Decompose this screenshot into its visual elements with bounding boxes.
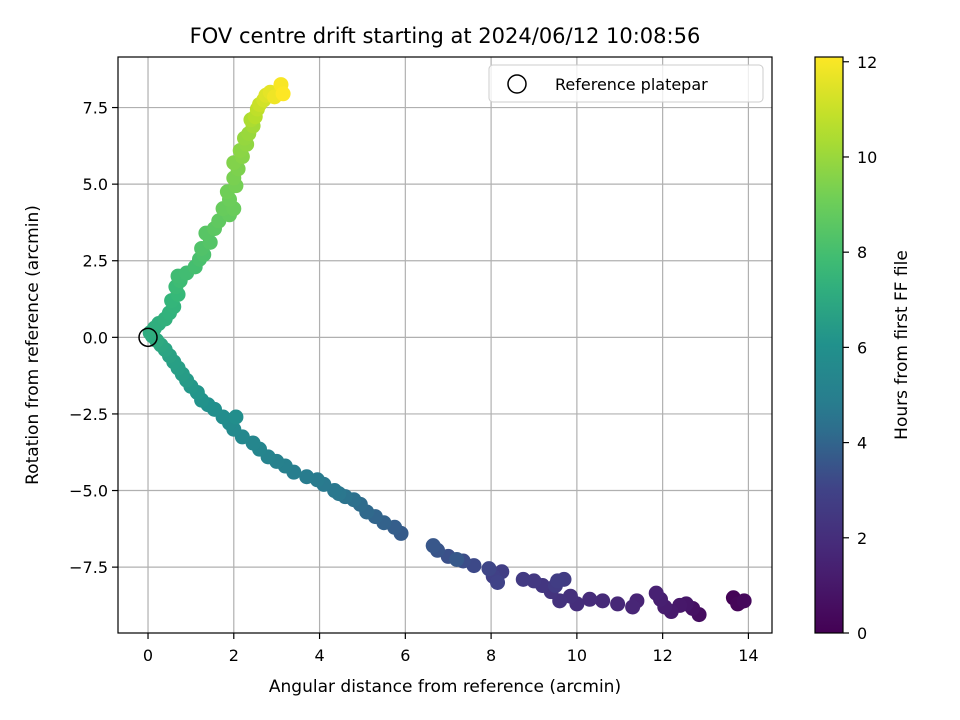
x-tick-label: 6	[400, 646, 410, 665]
chart-title: FOV centre drift starting at 2024/06/12 …	[190, 24, 701, 48]
y-tick-label: 5.0	[83, 175, 108, 194]
colorbar: 0 2 4 6 8 10 12	[814, 53, 877, 643]
legend: Reference platepar	[488, 64, 764, 103]
scatter-point	[228, 409, 244, 425]
scatter-point	[736, 593, 752, 609]
scatter-point	[425, 538, 441, 554]
x-axis-ticks: 0 2 4 6 8 10 12 14	[143, 633, 759, 665]
y-tick-label: −2.5	[69, 405, 108, 424]
colorbar-label: Hours from first FF file	[892, 250, 912, 440]
y-tick-label: 2.5	[83, 252, 108, 271]
scatter-point	[648, 585, 664, 601]
y-tick-label: −5.0	[69, 482, 108, 501]
colorbar-tick-label: 10	[857, 148, 877, 167]
colorbar-tick-label: 8	[857, 243, 867, 262]
scatter-point	[449, 551, 465, 567]
scatter-point	[610, 596, 626, 612]
y-tick-label: −7.5	[69, 558, 108, 577]
colorbar-frame	[814, 56, 844, 634]
legend-box	[488, 64, 764, 103]
x-tick-label: 4	[314, 646, 324, 665]
scatter-point	[550, 573, 566, 589]
plot-area	[117, 56, 773, 634]
colorbar-tick-label: 6	[857, 338, 867, 357]
y-tick-label: 7.5	[83, 99, 108, 118]
x-tick-label: 2	[229, 646, 239, 665]
scatter-point	[490, 574, 506, 590]
scatter-point	[299, 469, 315, 485]
scatter-point	[625, 599, 641, 615]
x-axis-label: Angular distance from reference (arcmin)	[269, 677, 621, 697]
x-tick-label: 8	[486, 646, 496, 665]
colorbar-tick-label: 2	[857, 529, 867, 548]
colorbar-ticks: 0 2 4 6 8 10 12	[843, 53, 877, 643]
colorbar-tick-label: 0	[857, 624, 867, 643]
x-tick-label: 10	[567, 646, 587, 665]
plot-frame	[117, 56, 773, 634]
scatter-point	[595, 593, 611, 609]
scatter-point	[515, 571, 531, 587]
scatter-point	[275, 86, 291, 102]
x-tick-label: 0	[143, 646, 153, 665]
y-axis-ticks: −7.5 −5.0 −2.5 0.0 2.5 5.0 7.5	[69, 99, 118, 577]
y-axis-label: Rotation from reference (arcmin)	[23, 205, 43, 485]
colorbar-gradient	[815, 57, 843, 633]
scatter-point	[481, 561, 497, 577]
y-tick-label: 0.0	[83, 328, 108, 347]
colorbar-tick-label: 4	[857, 434, 867, 453]
plot-background	[118, 57, 772, 633]
reference-platepar-marker	[138, 327, 158, 348]
legend-entry-reference-platepar: Reference platepar	[555, 75, 708, 94]
x-tick-label: 14	[738, 646, 758, 665]
x-tick-label: 12	[652, 646, 672, 665]
colorbar-tick-label: 12	[857, 53, 877, 72]
legend-marker-icon	[507, 74, 527, 94]
scatter-point	[582, 591, 598, 607]
